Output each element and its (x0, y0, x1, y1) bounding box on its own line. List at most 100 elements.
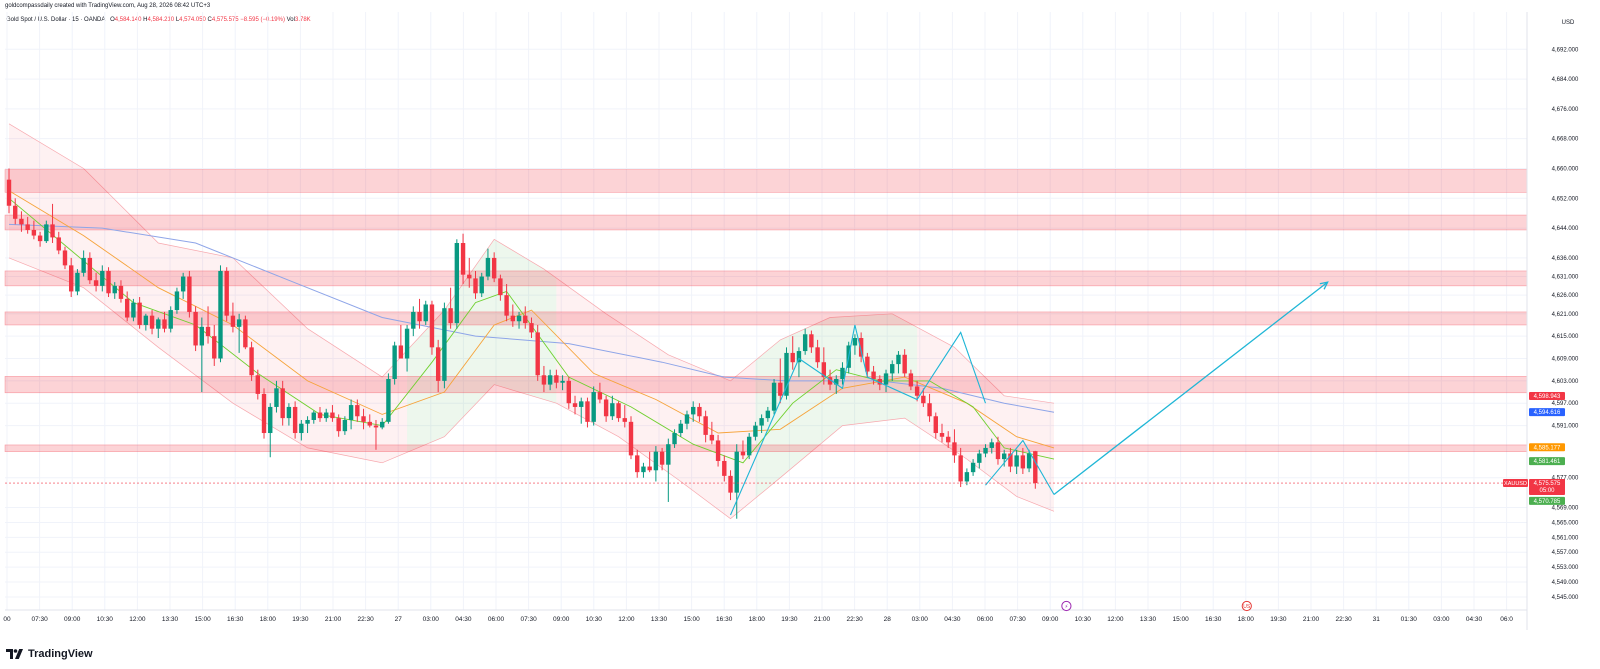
x-tick-label: 04:30 (944, 616, 961, 623)
candle-body (317, 412, 323, 419)
candle-body (69, 265, 74, 292)
candle (970, 459, 976, 476)
candle (1008, 447, 1013, 473)
candle (311, 410, 316, 424)
candle (641, 462, 646, 478)
session-shading (9, 123, 1054, 519)
candle (236, 313, 242, 353)
candle (13, 198, 18, 225)
candle-body (523, 315, 528, 324)
supply-demand-zones (4, 169, 1528, 452)
candle-body (784, 352, 789, 396)
y-tick-label: 4,561.000 (1552, 535, 1579, 541)
candle-body (697, 406, 702, 417)
candle (479, 272, 484, 298)
candle (585, 397, 590, 428)
candle (802, 328, 808, 355)
candle (149, 310, 155, 335)
candle (902, 349, 907, 378)
symbol-tag-text: XAUUSD (1504, 481, 1527, 487)
candle (659, 447, 665, 471)
candle-body (591, 392, 596, 422)
x-tick-label: 21:00 (325, 616, 342, 623)
candle-body (311, 412, 316, 420)
candle (547, 369, 553, 391)
candle-body (858, 338, 864, 357)
candle-body (25, 224, 30, 230)
tradingview-logo-icon (6, 649, 23, 659)
session-band-fill (407, 239, 557, 453)
y-tick-label: 4,660.000 (1552, 166, 1579, 172)
candle (865, 352, 870, 378)
candle-body (243, 319, 248, 348)
price-label-text: 4,598.943 (1534, 394, 1561, 400)
candle-body (112, 285, 117, 294)
candle (628, 416, 634, 460)
high-value: 4,584.210 (147, 17, 175, 23)
candle-body (423, 304, 428, 322)
candle (610, 395, 615, 420)
candle-body (149, 315, 155, 329)
session-band-fill (755, 313, 918, 499)
candle-body (467, 274, 472, 279)
x-tick-label: 19:30 (292, 616, 309, 623)
candle (93, 272, 99, 292)
price-axis-label: 4,570.785 (1529, 496, 1565, 505)
candle-body (541, 375, 547, 385)
candle (635, 449, 640, 478)
candle (392, 341, 397, 385)
candle (448, 287, 453, 329)
candle (44, 220, 49, 244)
candle-body (908, 373, 914, 387)
session-band-fill (9, 123, 408, 463)
candle (473, 270, 478, 299)
candle-body (342, 419, 348, 432)
candle (691, 401, 696, 422)
candle (25, 216, 30, 234)
candle (933, 412, 938, 439)
x-tick-label: 03:00 (423, 616, 440, 623)
candle (896, 351, 901, 374)
symbol-legend[interactable]: Gold Spot / U.S. Dollar · 15 · OANDA O4,… (6, 17, 311, 23)
candle (274, 380, 279, 413)
candle-body (473, 278, 478, 294)
y-tick-label: 4,636.000 (1552, 256, 1579, 262)
candle (554, 369, 559, 389)
candle (50, 203, 55, 244)
candle (355, 399, 360, 422)
candle (75, 269, 80, 296)
candle (977, 449, 982, 469)
price-axis-label: 4,598.943 (1529, 391, 1565, 400)
candle-body (504, 295, 509, 316)
axes: USD 4,692.000 4,684.000 4,676.000 4,668.000 4… (3, 12, 1579, 630)
candle-body (995, 442, 1001, 460)
candle (212, 324, 217, 366)
y-tick-label: 4,684.000 (1552, 77, 1579, 83)
candle (380, 418, 385, 430)
candle-body (952, 442, 957, 456)
candle-body (672, 433, 677, 445)
change-value: −8.595 (−0.19%) (240, 17, 285, 23)
symbol-description[interactable]: Gold Spot / U.S. Dollar · 15 · OANDA (6, 17, 106, 23)
price-label-text: 4,585.177 (1534, 445, 1561, 451)
candle-body (914, 386, 920, 396)
candle-body (933, 416, 938, 434)
candle (771, 378, 777, 415)
candle-body (734, 451, 739, 493)
candle (299, 419, 304, 441)
candle-body (199, 326, 205, 346)
candle-body (392, 345, 397, 379)
economic-event-icon: ⚡ (1061, 600, 1072, 612)
tradingview-brand[interactable]: TradingView (6, 648, 93, 660)
candle (373, 419, 379, 450)
candle-body (939, 433, 945, 437)
candle (37, 231, 43, 247)
candle (622, 405, 627, 428)
candle (566, 377, 571, 409)
candle (249, 341, 254, 381)
candle-body (1014, 455, 1019, 467)
candle-body (435, 347, 441, 381)
y-tick-label: 4,668.000 (1552, 137, 1579, 143)
candle-body (691, 406, 696, 415)
